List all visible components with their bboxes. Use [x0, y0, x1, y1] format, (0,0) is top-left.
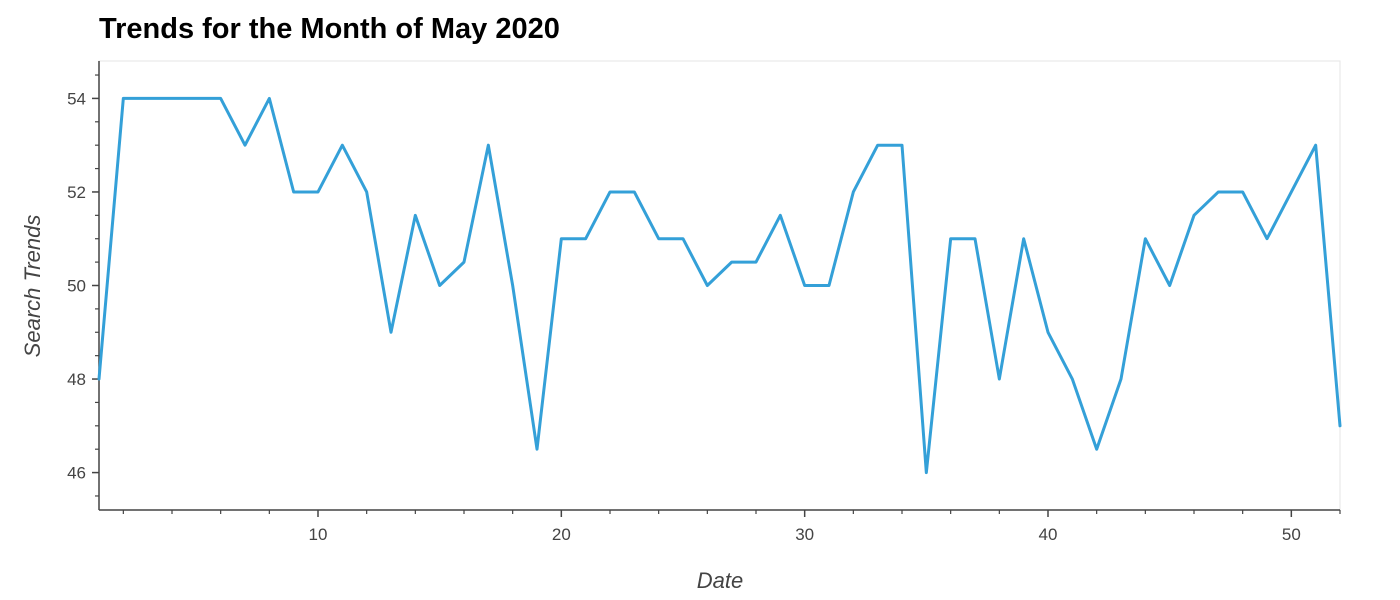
- y-axis-title: Search Trends: [20, 215, 45, 358]
- y-tick-label: 46: [67, 464, 86, 483]
- y-tick-label: 52: [67, 183, 86, 202]
- x-axis-title: Date: [697, 568, 743, 593]
- x-tick-label: 40: [1039, 525, 1058, 544]
- x-axis: 10 20 30 40 50: [99, 509, 1341, 544]
- y-axis: 46 48 50 52 54: [67, 61, 100, 510]
- search-trends-line: [97, 96, 1342, 475]
- y-tick-label: 50: [67, 277, 86, 296]
- x-tick-label: 50: [1282, 525, 1301, 544]
- x-tick-label: 30: [795, 525, 814, 544]
- x-tick-label: 10: [309, 525, 328, 544]
- y-tick-label: 54: [67, 89, 86, 108]
- chart-title: Trends for the Month of May 2020: [99, 13, 560, 45]
- y-tick-label: 48: [67, 370, 86, 389]
- plot-frame: [98, 60, 1341, 511]
- x-tick-label: 20: [552, 525, 571, 544]
